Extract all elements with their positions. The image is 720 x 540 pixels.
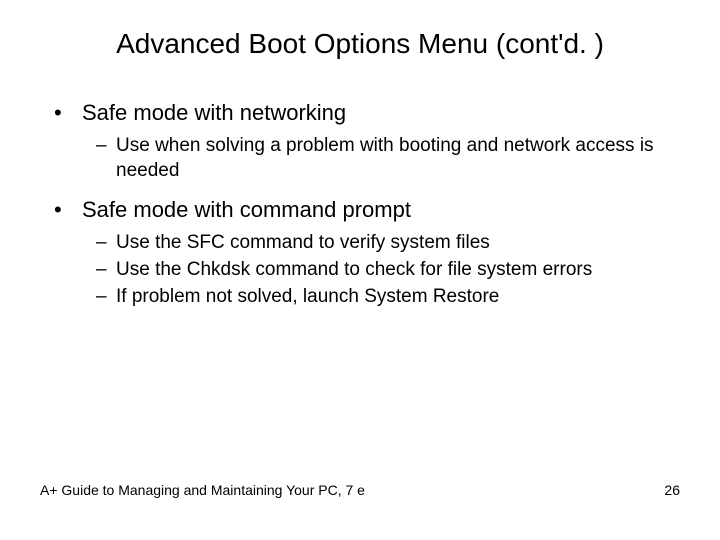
bullet-marker: • <box>54 197 82 223</box>
bullet-level1: • Safe mode with networking <box>54 100 680 126</box>
bullet-level2: – Use the Chkdsk command to check for fi… <box>96 258 680 283</box>
page-number: 26 <box>664 482 680 498</box>
footer-left-text: A+ Guide to Managing and Maintaining You… <box>40 482 365 498</box>
sub-bullet-text: Use when solving a problem with booting … <box>116 134 680 183</box>
sub-bullet-group: – Use when solving a problem with bootin… <box>54 134 680 183</box>
bullet-text: Safe mode with networking <box>82 100 680 126</box>
sub-bullet-text: Use the Chkdsk command to check for file… <box>116 258 680 283</box>
dash-marker: – <box>96 258 116 283</box>
bullet-level2: – Use when solving a problem with bootin… <box>96 134 680 183</box>
bullet-marker: • <box>54 100 82 126</box>
bullet-text: Safe mode with command prompt <box>82 197 680 223</box>
slide-content: • Safe mode with networking – Use when s… <box>40 100 680 309</box>
dash-marker: – <box>96 134 116 183</box>
sub-bullet-group: – Use the SFC command to verify system f… <box>54 231 680 309</box>
sub-bullet-text: Use the SFC command to verify system fil… <box>116 231 680 256</box>
bullet-level1: • Safe mode with command prompt <box>54 197 680 223</box>
slide-footer: A+ Guide to Managing and Maintaining You… <box>40 482 680 498</box>
bullet-level2: – If problem not solved, launch System R… <box>96 285 680 310</box>
slide-title: Advanced Boot Options Menu (cont'd. ) <box>40 28 680 60</box>
sub-bullet-text: If problem not solved, launch System Res… <box>116 285 680 310</box>
dash-marker: – <box>96 285 116 310</box>
bullet-level2: – Use the SFC command to verify system f… <box>96 231 680 256</box>
dash-marker: – <box>96 231 116 256</box>
